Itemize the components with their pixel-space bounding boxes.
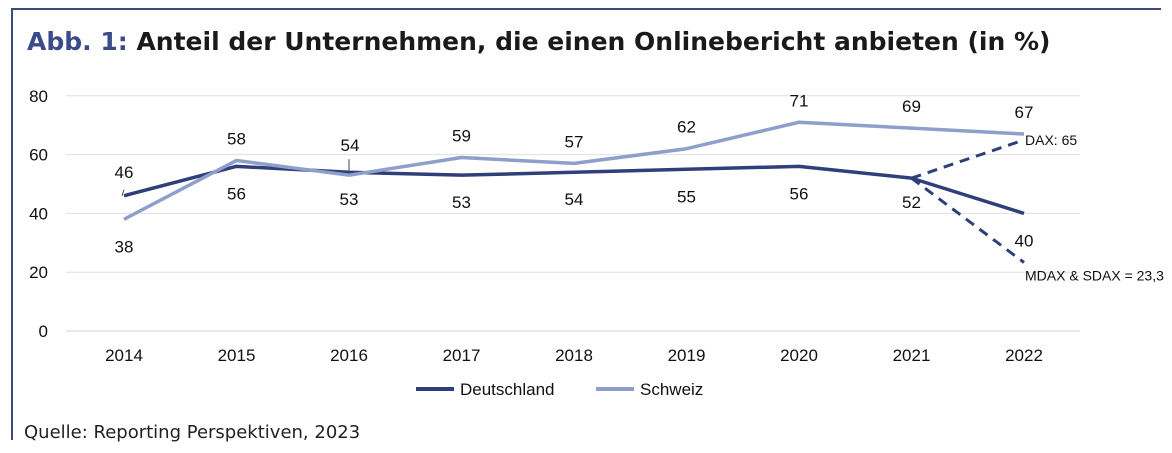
data-label-schweiz: 54 [341, 136, 360, 155]
projection-line-2 [910, 176, 1025, 264]
data-label-deutschland: 56 [227, 184, 246, 203]
data-label-deutschland: 53 [452, 193, 471, 212]
y-tick-label: 80 [29, 87, 48, 106]
series-line-schweiz [123, 120, 1025, 221]
projection-lines: DAX: 65 MDAX & SDAX = 23,3 [910, 132, 1164, 283]
title-text: Anteil der Unternehmen, die einen Online… [136, 27, 1051, 56]
x-tick-label: 2015 [218, 346, 256, 365]
y-tick-label: 60 [29, 146, 48, 165]
y-tick-label: 20 [29, 263, 48, 282]
data-label-deutschland: 56 [790, 184, 809, 203]
x-tick-label: 2020 [780, 346, 818, 365]
data-label-schweiz: 69 [902, 97, 921, 116]
x-tick-label: 2019 [668, 346, 706, 365]
data-label-schweiz: 57 [565, 132, 584, 151]
x-axis-ticks: 2014 2015 2016 2017 2018 2019 2020 2021 2022 [105, 346, 1043, 365]
series-lines [123, 120, 1025, 221]
data-labels: 46 56 53 53 54 55 56 52 40 38 58 54 59 57 62 71 69 67 [115, 91, 1034, 256]
chart-title: Abb. 1: Anteil der Unternehmen, die eine… [27, 27, 1050, 56]
figure-number: Abb. 1: [27, 27, 128, 56]
x-tick-label: 2018 [555, 346, 593, 365]
data-label-schweiz: 67 [1015, 103, 1034, 122]
data-label-schweiz: 58 [227, 129, 246, 148]
data-label-schweiz: 59 [452, 127, 471, 146]
data-label-schweiz: 62 [677, 118, 696, 137]
legend-label-schweiz: Schweiz [640, 380, 703, 399]
leader-line [121, 189, 125, 196]
series-line-deutschland [123, 164, 1025, 216]
legend-label-deutschland: Deutschland [460, 380, 555, 399]
frame-top-border [11, 8, 1161, 10]
x-tick-label: 2022 [1005, 346, 1043, 365]
projection-line-1 [911, 138, 1025, 180]
y-tick-label: 40 [29, 204, 48, 223]
frame-left-border [11, 8, 13, 440]
y-tick-label: 0 [39, 322, 48, 341]
data-label-deutschland: 52 [902, 193, 921, 212]
projection-label: DAX: 65 [1025, 132, 1077, 148]
data-label-deutschland: 55 [677, 187, 696, 206]
x-tick-label: 2014 [105, 346, 143, 365]
data-label-deutschland: 46 [115, 163, 134, 182]
y-axis-ticks: 0 20 40 60 80 [29, 87, 48, 341]
projection-label: MDAX & SDAX = 23,3 [1025, 267, 1164, 283]
x-tick-label: 2021 [893, 346, 931, 365]
gridlines [66, 95, 1080, 332]
data-label-deutschland: 54 [565, 190, 584, 209]
source-note: Quelle: Reporting Perspektiven, 2023 [24, 422, 361, 443]
data-label-schweiz: 71 [790, 91, 809, 110]
legend: Deutschland Schweiz [416, 380, 703, 399]
x-tick-label: 2017 [443, 346, 481, 365]
data-label-schweiz: 38 [115, 237, 134, 256]
data-label-deutschland: 53 [340, 190, 359, 209]
x-tick-label: 2016 [330, 346, 368, 365]
data-label-deutschland: 40 [1015, 231, 1034, 250]
